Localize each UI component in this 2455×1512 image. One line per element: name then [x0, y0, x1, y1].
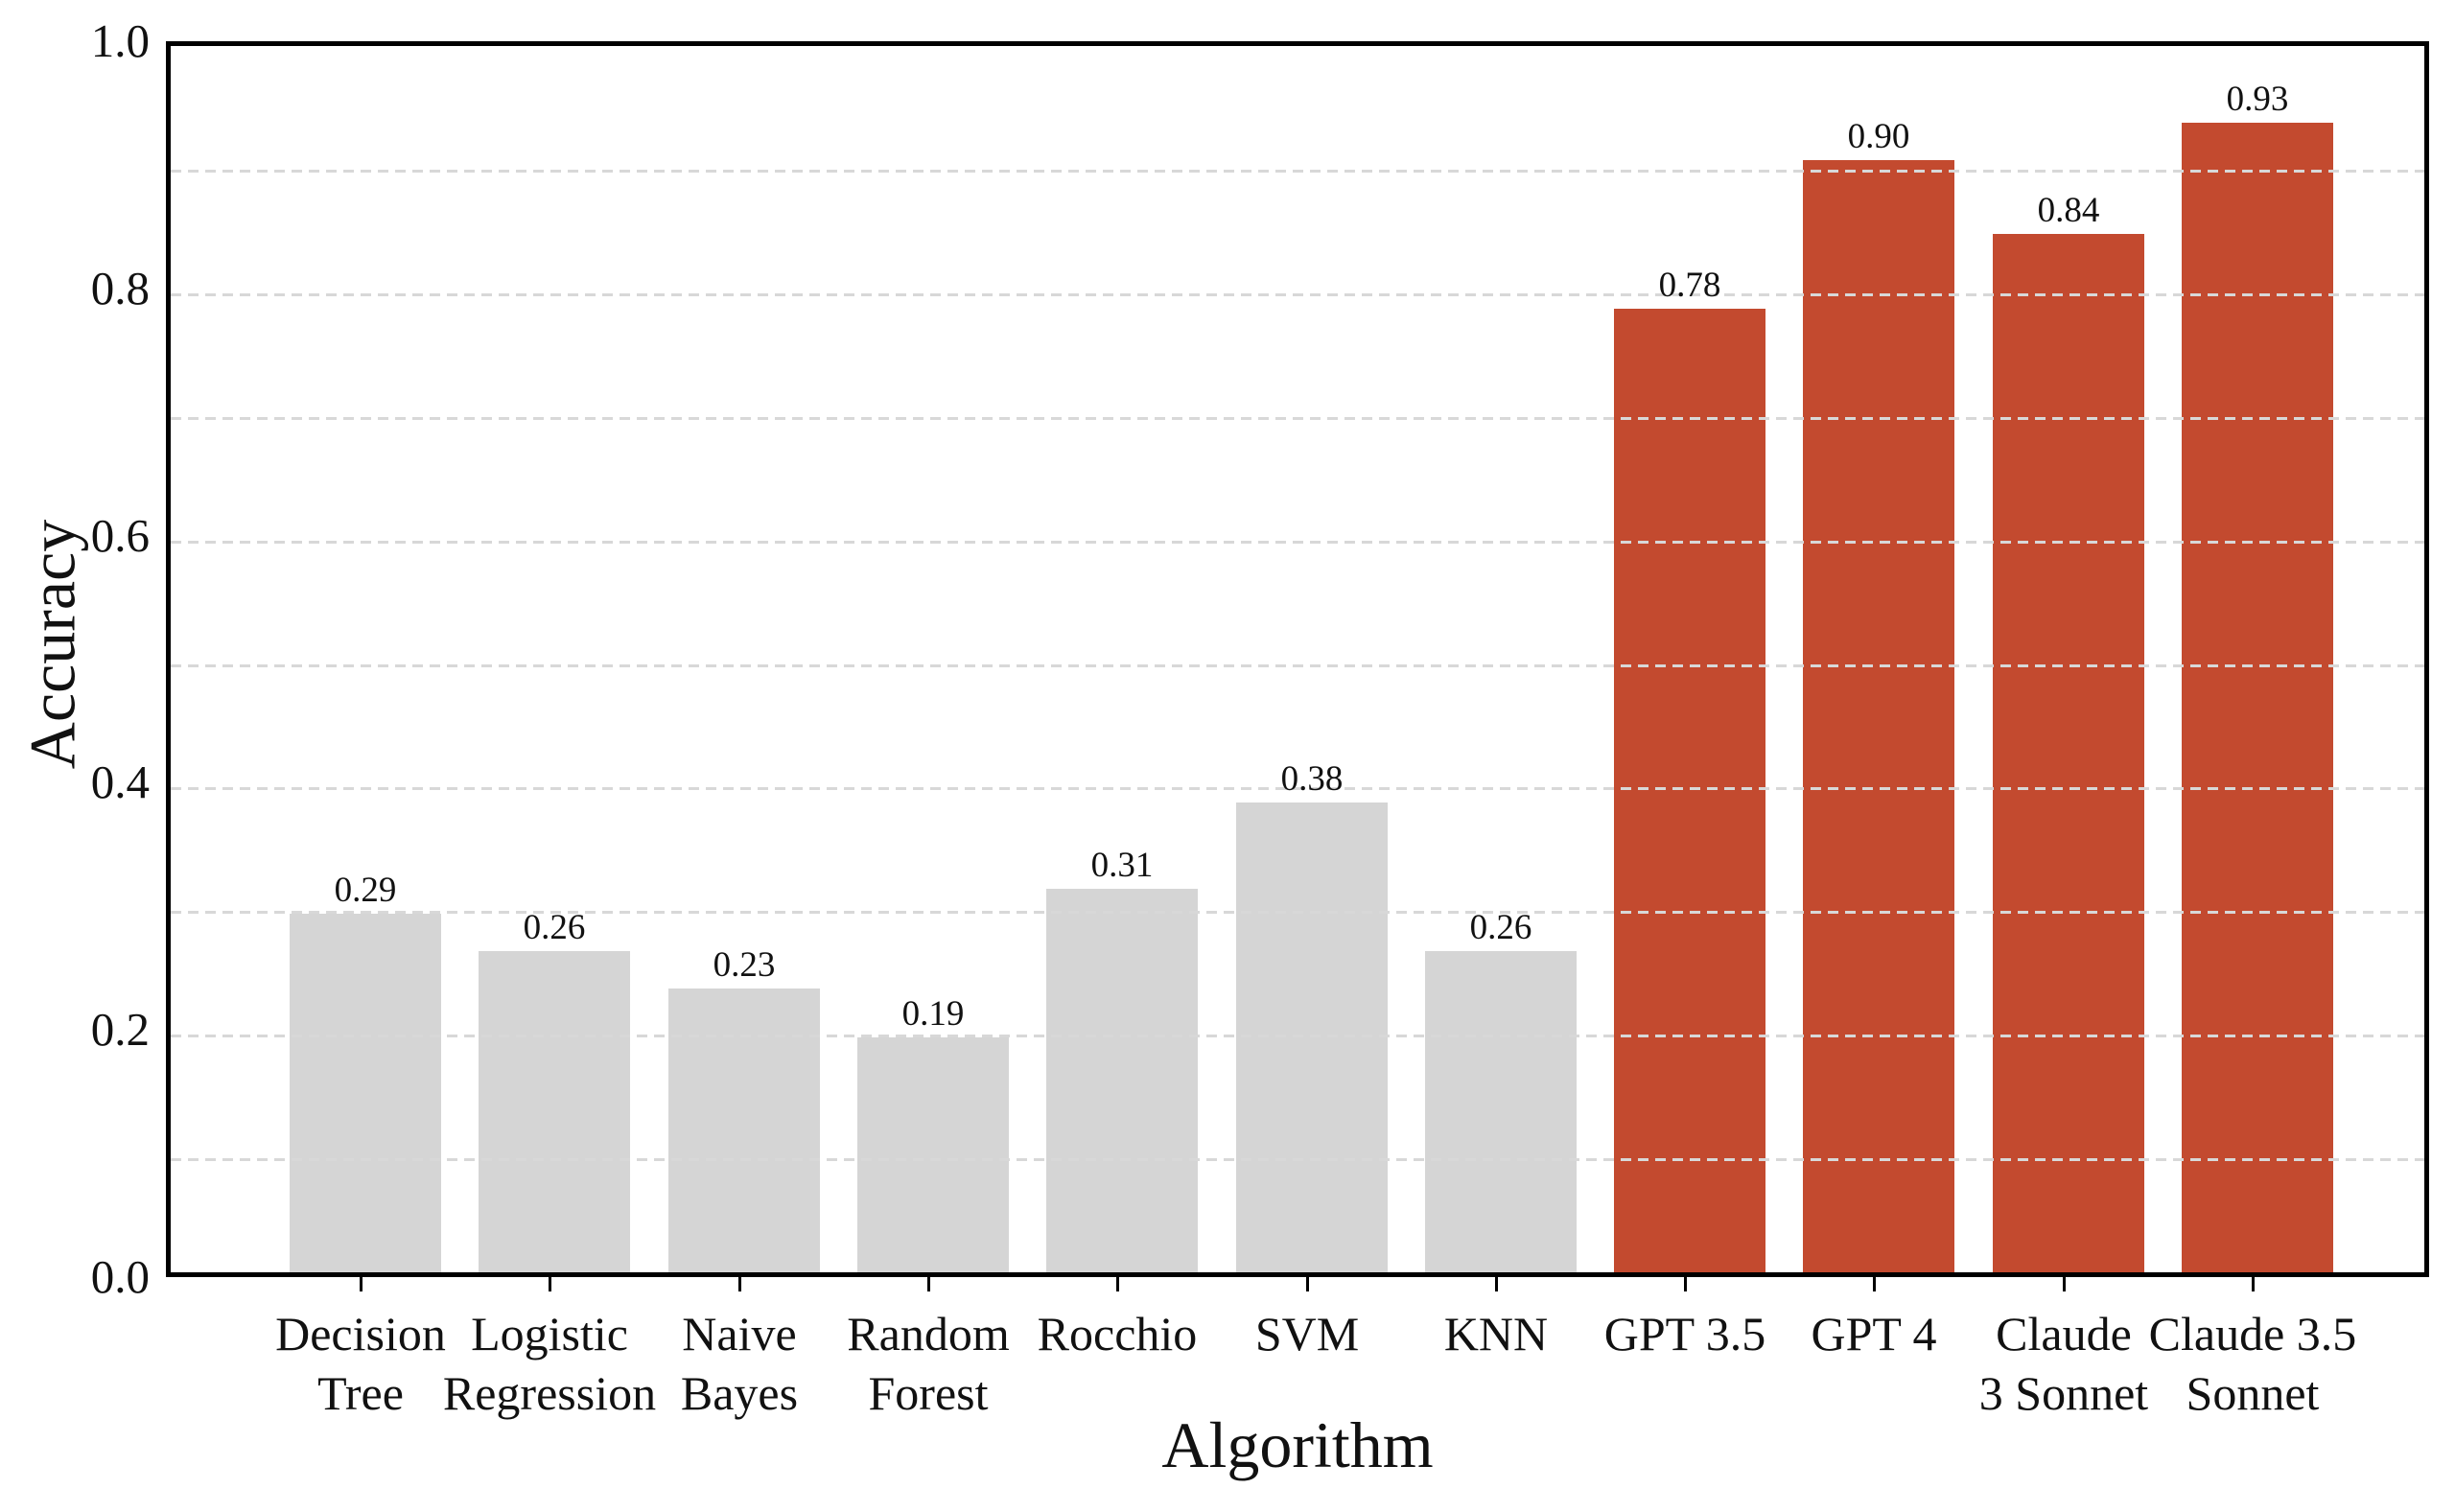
plot-layers: 0.29 0.26 0.23 0.19 0.31 0.38 0.26 0.78 0.90 0.84… [171, 46, 2424, 1272]
bar-value-label: 0.31 [1090, 846, 1154, 885]
x-tick-label: Claude 3.5 Sonnet [2148, 1307, 2357, 1420]
bar [1425, 951, 1577, 1272]
bar-value-label: 0.90 [1847, 117, 1910, 156]
bar-value-label: 0.29 [334, 871, 397, 910]
x-tick-mark [927, 1277, 930, 1291]
bar [479, 951, 630, 1272]
x-tick-mark [2063, 1277, 2066, 1291]
bar [1236, 803, 1388, 1272]
gridline [171, 1035, 2424, 1037]
bar-value-label: 0.84 [2037, 191, 2100, 230]
gridline [171, 293, 2424, 296]
y-tick-label: 0.6 [90, 509, 150, 562]
y-tick-label: 0.0 [90, 1250, 150, 1303]
x-tick-mark [2252, 1277, 2255, 1291]
x-tick-mark [360, 1277, 362, 1291]
x-tick-label: Claude 3 Sonnet [1978, 1307, 2149, 1420]
bar-value-label: 0.93 [2226, 80, 2289, 119]
gridline [171, 664, 2424, 667]
x-tick-mark [1116, 1277, 1119, 1291]
x-tick-mark [1495, 1277, 1498, 1291]
bar-value-label: 0.78 [1658, 266, 1721, 305]
y-tick-label: 0.2 [90, 1003, 150, 1056]
bar [290, 914, 441, 1272]
bar-value-label: 0.26 [523, 908, 586, 947]
bar [668, 989, 820, 1272]
y-tick-label: 0.8 [90, 262, 150, 314]
y-tick-label: 1.0 [90, 14, 150, 67]
x-tick-label: Decision Tree [275, 1307, 446, 1420]
bar [1993, 234, 2144, 1272]
bar [1614, 309, 1765, 1272]
x-tick-label: KNN [1443, 1307, 1549, 1361]
bar-value-label: 0.19 [901, 994, 965, 1034]
x-tick-label: Rocchio [1037, 1307, 1198, 1361]
x-tick-label: Random Forest [847, 1307, 1010, 1420]
gridline [171, 1158, 2424, 1161]
x-tick-mark [1684, 1277, 1687, 1291]
x-tick-label: Naive Bayes [680, 1307, 799, 1420]
x-tick-mark [1306, 1277, 1309, 1291]
bar-value-label: 0.23 [713, 945, 776, 985]
x-tick-label: SVM [1254, 1307, 1360, 1361]
bar-value-label: 0.38 [1280, 759, 1344, 799]
x-tick-label: GPT 3.5 [1603, 1307, 1766, 1361]
y-tick-label: 0.4 [90, 756, 150, 808]
bar [2182, 123, 2333, 1272]
gridline [171, 787, 2424, 790]
x-tick-mark [549, 1277, 551, 1291]
bar [1046, 889, 1198, 1272]
x-axis-title: Algorithm [1161, 1408, 1434, 1481]
x-tick-label: Logistic Regression [442, 1307, 657, 1420]
bar [857, 1037, 1009, 1272]
bar-value-label: 0.26 [1469, 908, 1532, 947]
gridline [171, 170, 2424, 173]
x-tick-mark [1873, 1277, 1876, 1291]
gridline [171, 541, 2424, 544]
bar [1803, 160, 1954, 1272]
x-tick-label: GPT 4 [1811, 1307, 1937, 1361]
x-tick-mark [738, 1277, 741, 1291]
plot-area: 0.29 0.26 0.23 0.19 0.31 0.38 0.26 0.78 0.90 0.84… [166, 41, 2429, 1277]
gridline [171, 417, 2424, 420]
gridline [171, 911, 2424, 914]
